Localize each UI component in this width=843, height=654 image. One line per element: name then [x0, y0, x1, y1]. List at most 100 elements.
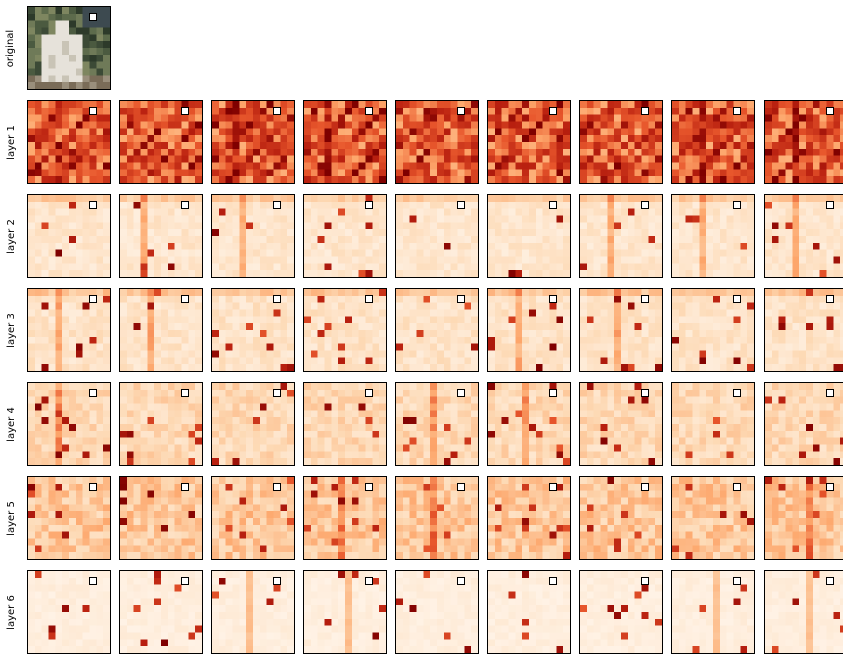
heatmap-cell: [195, 330, 202, 337]
heatmap-cell: [614, 101, 621, 108]
heatmap-cell: [621, 201, 628, 209]
heatmap-cell: [287, 169, 294, 177]
heatmap-cell: [614, 323, 621, 330]
heatmap-cell: [792, 215, 800, 223]
heatmap-cell: [161, 444, 168, 452]
heatmap-cell: [457, 444, 465, 452]
heatmap-cell: [133, 263, 141, 271]
heatmap: [212, 195, 294, 277]
heatmap-cell: [212, 263, 219, 271]
heatmap-cell: [706, 289, 713, 296]
heatmap-cell: [232, 437, 240, 445]
heatmap-cell: [706, 208, 713, 216]
heatmap-cell: [188, 444, 196, 452]
heatmap-cell: [607, 195, 615, 202]
heatmap-cell: [471, 201, 478, 209]
heatmap-cell: [840, 236, 843, 243]
heatmap-cell: [488, 148, 495, 156]
heatmap-cell: [740, 121, 748, 129]
heatmap-cell: [239, 302, 247, 310]
heatmap-cell: [563, 295, 570, 303]
heatmap-cell: [69, 169, 76, 177]
heatmap-cell: [41, 155, 49, 163]
heatmap-cell: [246, 451, 253, 459]
heatmap-cell: [778, 316, 786, 324]
heatmap-cell: [181, 162, 189, 170]
heatmap-cell: [181, 302, 189, 310]
heatmap-cell: [273, 357, 281, 365]
heatmap-cell: [372, 135, 380, 142]
heatmap-cell: [409, 135, 417, 142]
heatmap-cell: [218, 389, 226, 397]
heatmap-cell: [771, 176, 779, 183]
heatmap-cell: [96, 458, 104, 465]
heatmap-cell: [62, 121, 69, 129]
heatmap-cell: [819, 169, 827, 177]
heatmap-cell: [89, 155, 97, 163]
heatmap-cell: [833, 242, 841, 250]
heatmap-cell: [627, 229, 635, 236]
heatmap-cell: [167, 417, 175, 424]
heatmap-cell: [826, 270, 834, 277]
heatmap-cell: [345, 236, 352, 243]
heatmap-cell: [62, 330, 69, 337]
heatmap-cell: [280, 383, 288, 390]
heatmap-cell: [28, 316, 35, 324]
heatmap-cell: [304, 424, 311, 431]
heatmap-cell: [501, 101, 509, 108]
heatmap-cell: [212, 316, 219, 324]
heatmap-cell: [443, 389, 451, 397]
heatmap-cell: [726, 148, 734, 156]
heatmap-cell: [692, 148, 700, 156]
heatmap-cell: [69, 107, 76, 115]
heatmap-cell: [246, 229, 253, 236]
heatmap-cell: [331, 263, 339, 271]
heatmap-cell: [280, 195, 288, 202]
heatmap-cell: [396, 195, 403, 202]
heatmap-cell: [372, 222, 380, 230]
heatmap-cell: [488, 396, 495, 404]
heatmap-cell: [423, 101, 431, 108]
heatmap-cell: [280, 236, 288, 243]
heatmap-cell: [140, 101, 148, 108]
heatmap-cell: [771, 201, 779, 209]
heatmap-cell: [501, 242, 509, 250]
heatmap-cell: [48, 389, 56, 397]
heatmap-cell: [188, 229, 196, 236]
heatmap-cell: [549, 289, 557, 296]
heatmap-cell: [161, 195, 168, 202]
heatmap-cell: [457, 148, 465, 156]
heatmap-cell: [607, 295, 615, 303]
heatmap-cell: [450, 451, 458, 459]
heatmap-cell: [82, 128, 90, 136]
heatmap-cell: [655, 155, 662, 163]
heatmap-cell: [287, 364, 294, 371]
heatmap-cell: [96, 430, 104, 438]
row-label-text: layer 4: [5, 406, 17, 442]
heatmap-cell: [212, 249, 219, 257]
heatmap-cell: [515, 107, 523, 115]
heatmap-cell: [416, 364, 424, 371]
heatmap-cell: [338, 162, 345, 170]
heatmap-cell: [464, 336, 472, 344]
heatmap-cell: [621, 309, 628, 317]
heatmap-cell: [549, 162, 557, 170]
heatmap-cell: [501, 343, 509, 351]
heatmap-cell: [345, 270, 352, 277]
heatmap-cell: [464, 430, 472, 438]
heatmap-cell: [345, 201, 352, 209]
heatmap-cell: [273, 142, 281, 149]
heatmap-cell: [372, 410, 380, 418]
heatmap-panel: [764, 288, 843, 372]
heatmap-cell: [140, 128, 148, 136]
heatmap-cell: [706, 215, 713, 223]
heatmap-cell: [287, 256, 294, 264]
heatmap-cell: [747, 364, 754, 371]
heatmap-cell: [195, 336, 202, 344]
heatmap-cell: [607, 236, 615, 243]
heatmap-cell: [212, 403, 219, 411]
heatmap-cell: [672, 256, 679, 264]
heatmap-cell: [792, 121, 800, 129]
heatmap-cell: [140, 229, 148, 236]
heatmap-cell: [331, 135, 339, 142]
